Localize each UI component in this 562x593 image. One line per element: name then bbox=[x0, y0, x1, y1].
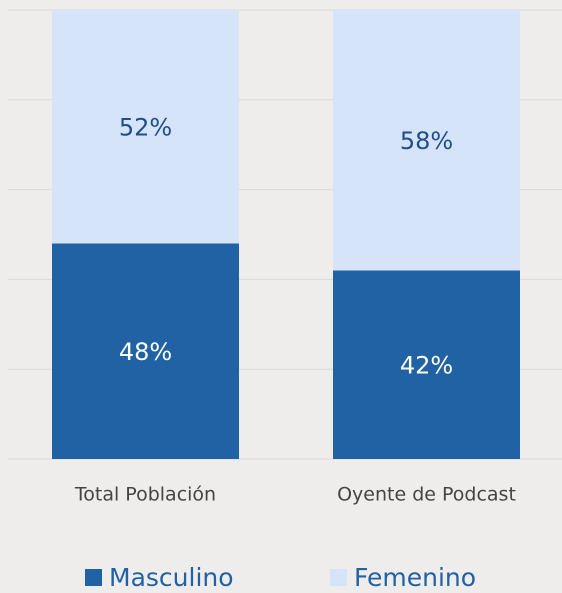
bar-segment bbox=[333, 270, 520, 459]
data-label: 58% bbox=[400, 127, 453, 155]
data-label: 42% bbox=[400, 352, 453, 380]
legend-swatch bbox=[330, 569, 347, 586]
bar-segment bbox=[52, 243, 239, 459]
data-label: 52% bbox=[119, 114, 172, 142]
bar-segment bbox=[52, 10, 239, 244]
legend-label: Masculino bbox=[109, 563, 234, 592]
x-tick-label: Oyente de Podcast bbox=[337, 484, 516, 506]
x-tick-label: Total Población bbox=[74, 484, 216, 506]
bar-segment bbox=[333, 10, 520, 271]
legend-swatch bbox=[85, 569, 102, 586]
legend-label: Femenino bbox=[354, 563, 476, 592]
data-label: 48% bbox=[119, 338, 172, 366]
